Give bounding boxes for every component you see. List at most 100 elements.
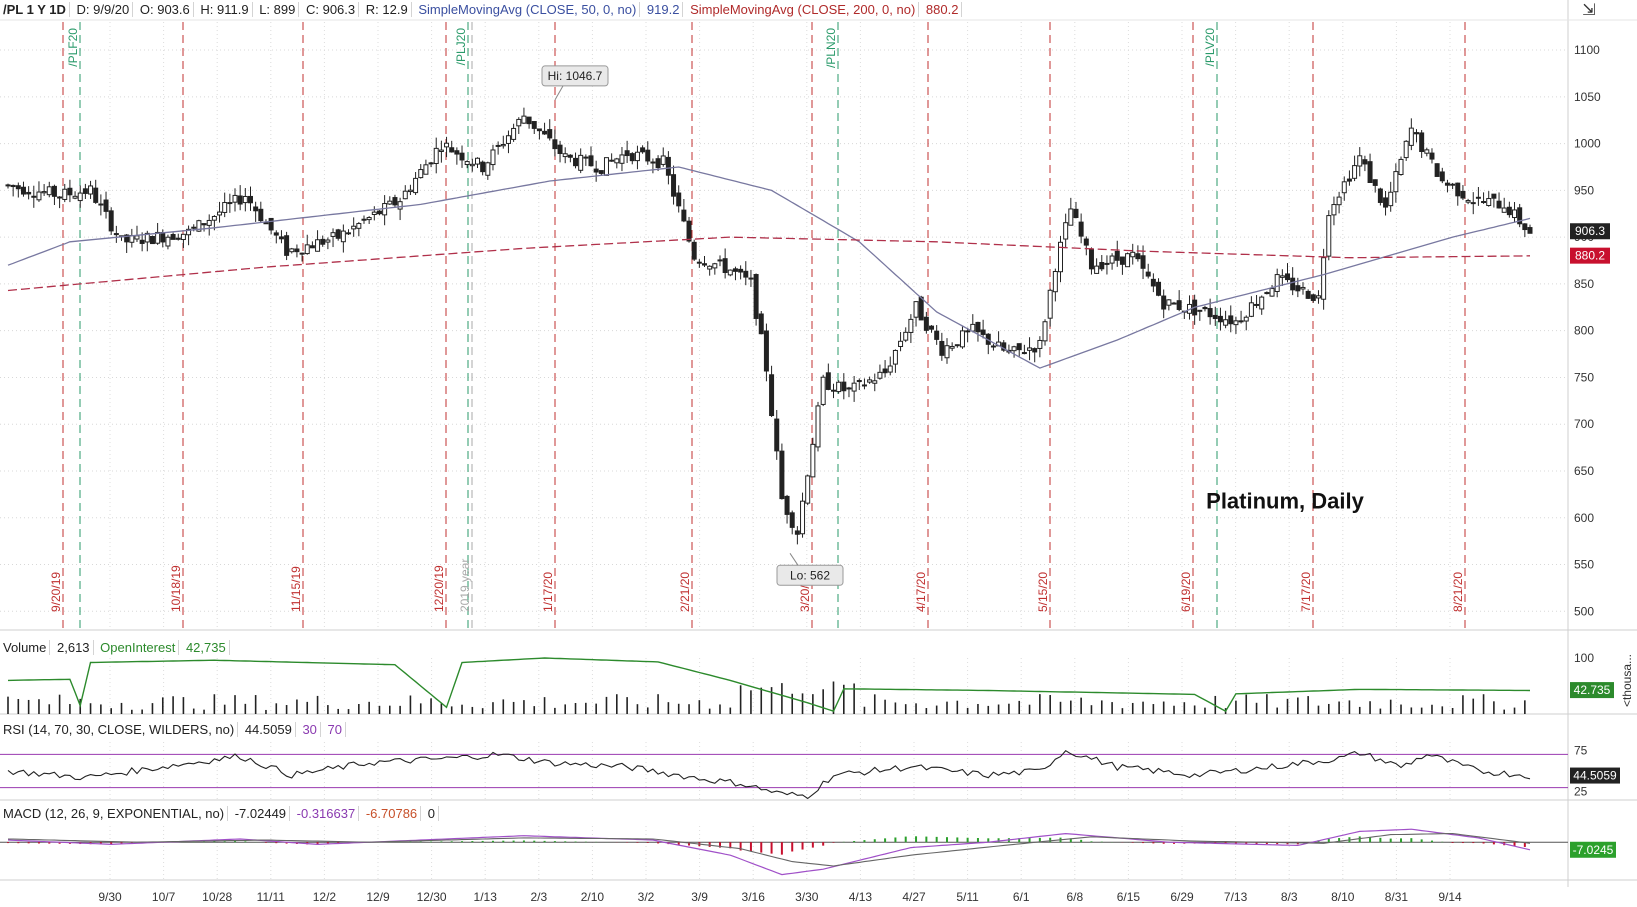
candle-body xyxy=(469,163,475,167)
candle-body xyxy=(1486,198,1492,207)
price-tick-label: 700 xyxy=(1574,417,1594,431)
candle-body xyxy=(268,217,274,231)
sma200-label[interactable]: SimpleMovingAvg (CLOSE, 200, 0, no) xyxy=(687,2,920,17)
candle-body xyxy=(965,330,971,333)
expiry-label: /PLJ20 xyxy=(454,28,468,66)
candle-body xyxy=(867,379,873,383)
x-tick-label: 2/3 xyxy=(530,890,547,904)
candle-body xyxy=(1094,265,1100,274)
open-interest-label[interactable]: OpenInterest xyxy=(97,640,180,655)
rsi-label[interactable]: RSI (14, 70, 30, CLOSE, WILDERS, no) xyxy=(0,722,239,737)
candle-body xyxy=(397,201,403,210)
candle-body xyxy=(1037,339,1043,349)
candle-body xyxy=(1104,262,1110,265)
macd-label[interactable]: MACD (12, 26, 9, EXPONENTIAL, no) xyxy=(0,806,229,821)
volume-label[interactable]: Volume xyxy=(0,640,51,655)
x-tick-label: 12/9 xyxy=(366,890,390,904)
candle-body xyxy=(505,135,511,144)
candle-body xyxy=(1238,320,1244,323)
candle-body xyxy=(820,376,826,405)
candle-body xyxy=(113,233,119,236)
symbol-label[interactable]: /PL 1 Y 1D xyxy=(0,2,70,17)
price-tick-label: 1000 xyxy=(1574,137,1601,151)
candle-body xyxy=(980,329,986,335)
rsi-tick-label: 25 xyxy=(1574,785,1588,799)
candle-body xyxy=(573,157,579,167)
rsi-line xyxy=(7,749,1531,800)
candle-body xyxy=(227,202,233,205)
candle-body xyxy=(46,186,52,196)
candle-body xyxy=(738,268,744,273)
candle-body xyxy=(1047,289,1053,319)
candle-body xyxy=(1114,250,1120,261)
candle-body xyxy=(1016,343,1022,351)
rsi-value: 44.5059 xyxy=(241,722,296,737)
price-tick-label: 750 xyxy=(1574,370,1594,384)
candle-body xyxy=(1135,253,1141,260)
candle-body xyxy=(77,192,83,202)
candle-body xyxy=(93,187,99,203)
candle-body xyxy=(1212,314,1218,320)
macd-signal-line xyxy=(7,833,1531,867)
candle-body xyxy=(702,263,708,266)
candle-body xyxy=(36,191,42,201)
candle-body xyxy=(232,194,238,203)
candle-body xyxy=(242,195,248,204)
collapse-panel-icon[interactable]: ⇲ xyxy=(1582,2,1596,19)
candle-body xyxy=(671,174,677,197)
candle-body xyxy=(588,155,594,167)
candle-body xyxy=(872,380,878,384)
candle-body xyxy=(1439,171,1445,182)
expiry-label: 11/15/19 xyxy=(289,566,303,612)
candle-body xyxy=(490,149,496,166)
volume-tag-label: 42.735 xyxy=(1574,683,1611,697)
candle-body xyxy=(908,318,914,333)
candle-body xyxy=(144,232,150,243)
candle-body xyxy=(1388,191,1394,207)
candle-body xyxy=(665,156,671,176)
candle-body xyxy=(949,345,955,349)
candle-body xyxy=(1346,178,1352,182)
candle-body xyxy=(846,387,852,390)
expiry-label: /PLN20 xyxy=(824,28,838,68)
open-label: O: 903.6 xyxy=(136,2,194,17)
sma50-label[interactable]: SimpleMovingAvg (CLOSE, 50, 0, no) xyxy=(415,2,641,17)
candle-body xyxy=(1512,209,1518,219)
candle-body xyxy=(1171,302,1177,305)
candle-body xyxy=(732,268,738,272)
candle-body xyxy=(1362,159,1368,165)
candle-body xyxy=(1310,294,1316,301)
candle-body xyxy=(526,116,532,125)
x-tick-label: 1/13 xyxy=(474,890,498,904)
candle-body xyxy=(253,206,259,212)
candle-body xyxy=(1197,309,1203,312)
candle-body xyxy=(763,330,769,372)
candle-body xyxy=(459,152,465,161)
candle-body xyxy=(898,340,904,347)
candle-body xyxy=(237,195,243,205)
candle-body xyxy=(1068,208,1074,226)
candle-body xyxy=(1248,302,1254,317)
candle-body xyxy=(717,259,723,262)
candle-body xyxy=(88,185,94,195)
candle-body xyxy=(103,199,109,212)
candle-body xyxy=(531,121,537,129)
x-tick-label: 3/9 xyxy=(691,890,708,904)
last-price-tag xyxy=(1570,223,1610,240)
candle-body xyxy=(335,229,341,239)
candle-body xyxy=(1290,277,1296,291)
candle-body xyxy=(407,189,413,193)
expiry-label: 12/20/19 xyxy=(432,565,446,612)
candle-body xyxy=(877,371,883,379)
price-tick-label: 650 xyxy=(1574,464,1594,478)
last-price-tag-label: 906.3 xyxy=(1575,224,1605,238)
volume-unit-label: <thousa... xyxy=(1620,654,1634,707)
x-tick-label: 10/28 xyxy=(202,890,232,904)
candle-body xyxy=(619,154,625,164)
candle-body xyxy=(423,164,429,175)
x-tick-label: 10/7 xyxy=(152,890,176,904)
candle-body xyxy=(273,232,279,236)
price-tick-label: 800 xyxy=(1574,324,1594,338)
candle-body xyxy=(371,211,377,216)
